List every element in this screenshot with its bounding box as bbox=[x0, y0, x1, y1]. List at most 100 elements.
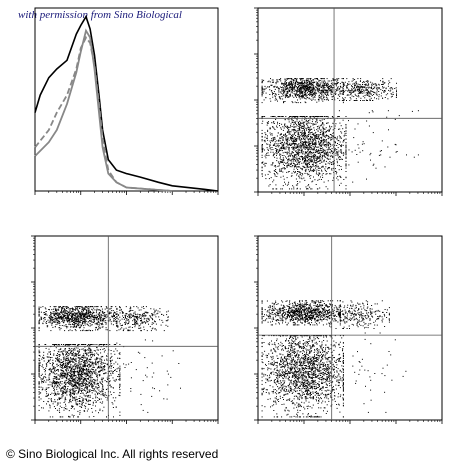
scatter-point bbox=[308, 80, 310, 82]
scatter-point bbox=[326, 78, 328, 80]
scatter-point bbox=[359, 93, 361, 94]
scatter-point bbox=[329, 142, 331, 144]
scatter-point bbox=[63, 312, 65, 314]
scatter-point bbox=[313, 158, 315, 160]
scatter-point bbox=[316, 118, 318, 120]
scatter-point bbox=[92, 397, 94, 399]
scatter-point bbox=[323, 142, 325, 143]
scatter-point bbox=[289, 133, 291, 135]
scatter-point bbox=[396, 151, 398, 152]
scatter-point bbox=[305, 121, 307, 123]
scatter-point bbox=[41, 382, 43, 384]
scatter-point bbox=[295, 81, 297, 83]
scatter-point bbox=[50, 317, 52, 319]
scatter-point bbox=[332, 79, 334, 80]
scatter-point bbox=[95, 326, 97, 328]
scatter-point bbox=[417, 110, 419, 112]
scatter-point bbox=[370, 91, 371, 93]
scatter-point bbox=[306, 129, 308, 131]
scatter-point bbox=[82, 309, 84, 311]
scatter-point bbox=[343, 139, 345, 141]
scatter-point bbox=[62, 363, 64, 365]
scatter-point bbox=[145, 315, 147, 317]
scatter-point bbox=[293, 172, 295, 174]
scatter-point bbox=[298, 87, 300, 89]
scatter-point bbox=[322, 151, 324, 153]
scatter-point bbox=[337, 155, 339, 157]
scatter-point bbox=[100, 318, 102, 320]
scatter-point bbox=[281, 155, 283, 156]
scatter-point bbox=[320, 96, 322, 98]
scatter-point bbox=[289, 82, 291, 84]
scatter-point bbox=[309, 132, 311, 134]
scatter-point bbox=[285, 92, 287, 94]
scatter-point bbox=[104, 321, 106, 323]
scatter-point bbox=[92, 322, 94, 323]
scatter-point bbox=[308, 134, 309, 136]
scatter-point bbox=[396, 93, 397, 95]
scatter-point bbox=[311, 159, 313, 161]
scatter-point bbox=[280, 169, 282, 171]
scatter-point bbox=[287, 160, 289, 162]
scatter-point bbox=[292, 148, 294, 150]
scatter-point bbox=[312, 139, 314, 141]
scatter-point bbox=[266, 152, 268, 154]
scatter-point bbox=[39, 360, 41, 362]
scatter-point bbox=[331, 168, 332, 170]
scatter-point bbox=[328, 167, 330, 168]
scatter-point bbox=[96, 310, 97, 312]
scatter-point bbox=[91, 411, 93, 413]
scatter-point bbox=[304, 151, 306, 153]
scatter-point bbox=[59, 316, 61, 318]
scatter-point bbox=[309, 91, 311, 93]
scatter-point bbox=[267, 137, 268, 139]
scatter-point bbox=[52, 326, 54, 328]
scatter-point bbox=[342, 93, 344, 95]
scatter-point bbox=[302, 137, 304, 139]
scatter-point bbox=[73, 316, 75, 318]
scatter-point bbox=[309, 137, 311, 139]
scatter-point bbox=[345, 163, 347, 165]
scatter-point bbox=[289, 188, 290, 190]
scatter-point bbox=[285, 84, 287, 86]
scatter-point bbox=[282, 144, 284, 146]
scatter-point bbox=[316, 87, 318, 89]
scatter-point bbox=[44, 307, 46, 309]
scatter-point bbox=[306, 94, 308, 96]
scatter-point bbox=[299, 131, 301, 133]
scatter-point bbox=[334, 144, 336, 146]
scatter-point bbox=[275, 94, 277, 96]
scatter-point bbox=[311, 142, 313, 144]
scatter-point bbox=[331, 80, 333, 82]
scatter-point bbox=[128, 326, 130, 328]
scatter-point bbox=[359, 92, 360, 94]
scatter-point bbox=[307, 160, 309, 162]
scatter-point bbox=[275, 152, 277, 154]
scatter-point bbox=[69, 318, 71, 320]
scatter-point bbox=[332, 132, 334, 134]
scatter-point bbox=[87, 306, 89, 308]
scatter-point bbox=[93, 321, 95, 323]
scatter-point bbox=[105, 322, 107, 324]
scatter-point bbox=[84, 320, 86, 322]
scatter-point bbox=[273, 93, 275, 94]
scatter-point bbox=[43, 318, 45, 320]
scatter-point bbox=[357, 123, 359, 125]
scatter-point bbox=[327, 93, 328, 95]
scatter-point bbox=[63, 325, 65, 327]
scatter-point bbox=[371, 110, 373, 112]
scatter-point bbox=[288, 165, 290, 167]
scatter-point bbox=[272, 126, 274, 128]
scatter-point bbox=[68, 378, 70, 380]
scatter-point bbox=[331, 169, 333, 171]
scatter-point bbox=[289, 94, 291, 96]
scatter-point bbox=[322, 135, 324, 137]
scatter-point bbox=[339, 175, 341, 177]
scatter-point bbox=[261, 145, 263, 147]
scatter-point bbox=[315, 134, 317, 136]
scatter-point bbox=[293, 133, 295, 135]
scatter-point bbox=[341, 100, 343, 101]
scatter-point bbox=[296, 78, 298, 80]
scatter-point bbox=[299, 146, 301, 148]
scatter-point bbox=[279, 79, 281, 81]
